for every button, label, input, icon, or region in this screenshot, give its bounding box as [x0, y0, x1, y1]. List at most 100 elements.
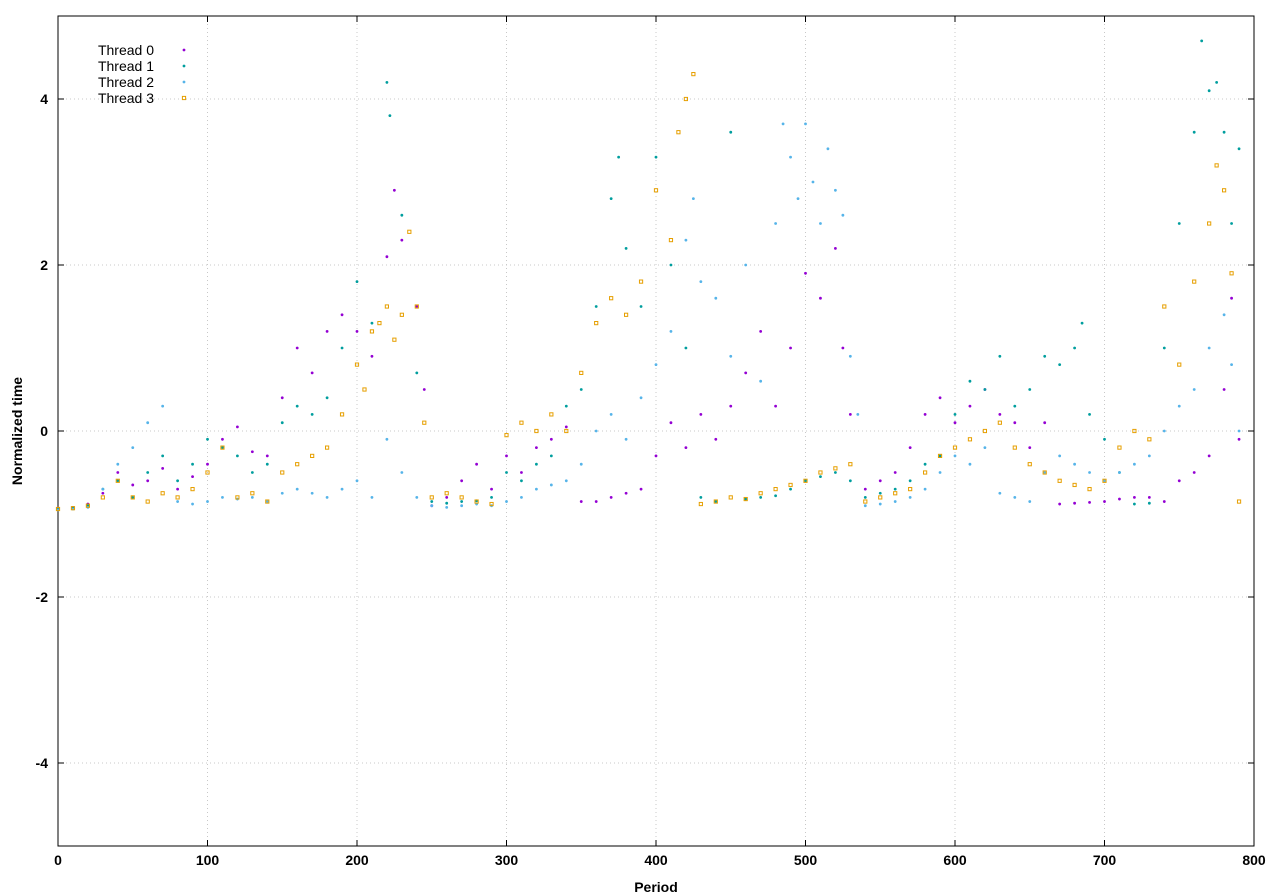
data-point: [698, 501, 703, 507]
data-point: [505, 454, 508, 458]
data-point: [848, 479, 852, 483]
data-point: [422, 420, 427, 425]
data-point: [489, 501, 494, 507]
data-point: [774, 494, 777, 498]
legend-label: Thread 0: [98, 42, 154, 58]
data-point: [236, 425, 239, 429]
data-point: [923, 462, 927, 466]
data-point: [400, 213, 404, 217]
data-point: [938, 471, 942, 474]
data-point: [1057, 478, 1062, 483]
legend-label: Thread 1: [98, 58, 154, 74]
data-point: [519, 420, 524, 425]
data-point: [221, 437, 224, 441]
data-point: [340, 487, 344, 491]
data-point: [1058, 454, 1062, 458]
data-point: [220, 445, 225, 450]
data-point: [459, 495, 464, 500]
data-point: [804, 479, 807, 483]
data-point: [624, 437, 628, 441]
data-point: [490, 487, 493, 491]
data-point: [1214, 163, 1219, 168]
data-point: [744, 263, 748, 267]
data-point: [1162, 500, 1166, 503]
data-point: [549, 454, 553, 458]
data-point: [819, 222, 822, 225]
data-point: [101, 491, 105, 495]
data-point: [893, 491, 898, 496]
legend-marker: [182, 64, 186, 68]
data-point: [579, 462, 583, 466]
data-point: [176, 487, 180, 491]
data-point: [490, 496, 493, 499]
data-point: [564, 425, 568, 429]
data-point: [774, 222, 777, 225]
data-point: [1230, 222, 1233, 225]
data-point: [841, 213, 845, 217]
data-point: [161, 404, 165, 408]
data-point: [131, 446, 135, 449]
data-point: [1147, 454, 1151, 458]
data-point: [908, 479, 912, 483]
data-point: [691, 72, 696, 77]
data-point: [221, 446, 224, 449]
data-point: [609, 296, 614, 301]
data-point: [819, 296, 822, 300]
data-point: [669, 263, 673, 267]
data-point: [759, 330, 763, 333]
data-point: [176, 479, 180, 483]
data-point: [520, 471, 523, 474]
data-point: [796, 197, 800, 201]
data-point: [325, 445, 330, 450]
data-point: [1118, 497, 1121, 501]
data-point: [564, 428, 569, 434]
data-point: [594, 305, 598, 308]
data-point: [115, 478, 120, 483]
data-point: [1236, 499, 1242, 504]
x-tick-label: 400: [644, 852, 668, 868]
data-point: [938, 454, 942, 458]
data-point: [377, 321, 382, 326]
data-point: [804, 271, 807, 275]
data-point: [1133, 502, 1136, 506]
data-point: [280, 421, 284, 425]
data-point: [1237, 147, 1241, 151]
data-point: [310, 413, 314, 416]
data-point: [370, 321, 374, 325]
data-point: [191, 475, 194, 479]
data-point: [445, 501, 449, 505]
data-point: [280, 491, 284, 495]
data-point: [1088, 413, 1091, 416]
data-point: [1192, 388, 1196, 391]
data-point: [653, 188, 659, 193]
data-point: [811, 180, 815, 184]
data-point: [1133, 496, 1136, 499]
data-point: [1192, 471, 1196, 474]
data-point: [826, 147, 830, 151]
data-point: [699, 496, 703, 499]
data-point: [983, 388, 987, 391]
data-point: [400, 238, 404, 242]
y-axis-label: Normalized time: [9, 377, 25, 485]
data-point: [310, 491, 314, 495]
data-point: [355, 479, 359, 483]
data-point: [863, 499, 868, 504]
data-point: [1103, 479, 1106, 483]
data-point: [310, 453, 315, 458]
data-point: [1222, 130, 1226, 134]
legend-label: Thread 3: [98, 90, 154, 106]
data-point: [1192, 279, 1197, 284]
data-point: [789, 487, 792, 491]
data-point: [654, 363, 658, 366]
data-point: [1192, 130, 1196, 134]
data-point: [1132, 428, 1137, 434]
data-point: [429, 495, 434, 500]
data-point: [1117, 445, 1122, 450]
data-point: [624, 312, 629, 317]
data-point: [250, 450, 254, 454]
data-point: [535, 487, 538, 491]
data-point: [85, 503, 91, 508]
data-point: [250, 471, 254, 474]
data-point: [340, 346, 344, 350]
